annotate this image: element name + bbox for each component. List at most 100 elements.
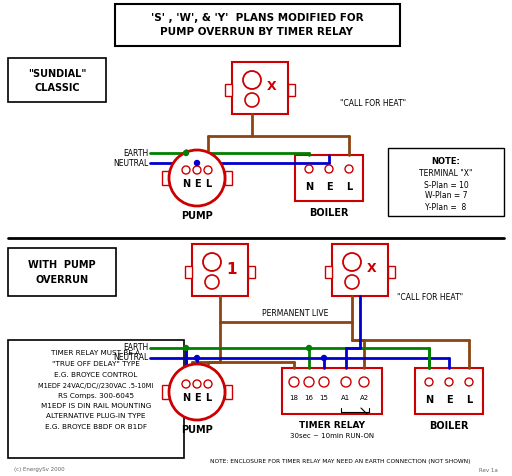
Circle shape <box>193 380 201 388</box>
Text: "CALL FOR HEAT": "CALL FOR HEAT" <box>340 99 406 109</box>
Circle shape <box>322 356 327 360</box>
Text: E: E <box>194 393 200 403</box>
Text: A2: A2 <box>359 395 369 401</box>
Text: E: E <box>194 179 200 189</box>
Text: L: L <box>205 179 211 189</box>
Circle shape <box>425 378 433 386</box>
Circle shape <box>445 378 453 386</box>
Text: "SUNDIAL": "SUNDIAL" <box>28 69 86 79</box>
Circle shape <box>343 253 361 271</box>
Circle shape <box>359 377 369 387</box>
Text: E: E <box>326 182 332 192</box>
Text: NEUTRAL: NEUTRAL <box>113 159 148 168</box>
Text: L: L <box>346 182 352 192</box>
Text: PUMP: PUMP <box>181 211 213 221</box>
Text: N: N <box>182 393 190 403</box>
Circle shape <box>169 364 225 420</box>
Circle shape <box>182 166 190 174</box>
Text: Rev 1a: Rev 1a <box>479 467 498 473</box>
Bar <box>388 266 395 278</box>
Text: 18: 18 <box>289 395 298 401</box>
Circle shape <box>243 71 261 89</box>
Text: E.G. BROYCE B8DF OR B1DF: E.G. BROYCE B8DF OR B1DF <box>45 424 147 430</box>
Circle shape <box>345 165 353 173</box>
Text: OVERRUN: OVERRUN <box>35 275 89 285</box>
Bar <box>8 340 184 458</box>
Text: M1EDF IS DIN RAIL MOUNTING: M1EDF IS DIN RAIL MOUNTING <box>41 403 151 409</box>
Text: L: L <box>466 395 472 405</box>
Circle shape <box>319 377 329 387</box>
Circle shape <box>245 93 259 107</box>
Text: TIMER RELAY: TIMER RELAY <box>299 422 365 430</box>
Circle shape <box>195 356 200 360</box>
Text: N: N <box>182 179 190 189</box>
Text: 1: 1 <box>227 262 237 278</box>
Text: E.G. BROYCE CONTROL: E.G. BROYCE CONTROL <box>54 372 138 378</box>
Bar <box>388 148 504 216</box>
Circle shape <box>205 275 219 289</box>
Circle shape <box>204 380 212 388</box>
Text: 30sec ~ 10min RUN-ON: 30sec ~ 10min RUN-ON <box>290 433 374 439</box>
Bar <box>192 244 248 296</box>
Text: L: L <box>205 393 211 403</box>
Text: EARTH: EARTH <box>123 149 148 158</box>
Circle shape <box>169 150 225 206</box>
Bar <box>162 385 169 399</box>
Text: 16: 16 <box>305 395 313 401</box>
Text: N: N <box>425 395 433 405</box>
Text: RS Comps. 300-6045: RS Comps. 300-6045 <box>58 393 134 399</box>
Bar <box>185 266 192 278</box>
Circle shape <box>325 165 333 173</box>
Text: PUMP: PUMP <box>181 425 213 435</box>
Circle shape <box>307 346 311 350</box>
Text: 15: 15 <box>319 395 328 401</box>
Bar <box>8 58 106 102</box>
Text: NOTE:: NOTE: <box>432 158 460 167</box>
Text: Y-Plan =  8: Y-Plan = 8 <box>425 202 466 211</box>
Circle shape <box>345 275 359 289</box>
Text: W-Plan = 7: W-Plan = 7 <box>425 191 467 200</box>
Text: X: X <box>367 261 377 275</box>
Circle shape <box>304 377 314 387</box>
Bar <box>288 84 295 96</box>
Text: PERMANENT LIVE: PERMANENT LIVE <box>262 309 328 318</box>
Bar <box>225 385 232 399</box>
Text: EARTH: EARTH <box>123 344 148 353</box>
Circle shape <box>341 377 351 387</box>
Text: N: N <box>305 182 313 192</box>
Bar <box>295 155 363 201</box>
Bar <box>8 248 116 296</box>
Text: BOILER: BOILER <box>429 421 469 431</box>
Bar <box>225 171 232 185</box>
Text: CLASSIC: CLASSIC <box>34 83 80 93</box>
Text: "CALL FOR HEAT": "CALL FOR HEAT" <box>397 294 463 303</box>
Bar <box>232 62 288 114</box>
Bar <box>162 171 169 185</box>
Circle shape <box>183 346 188 350</box>
Bar <box>332 244 388 296</box>
Text: A1: A1 <box>342 395 351 401</box>
Circle shape <box>183 150 188 156</box>
Circle shape <box>465 378 473 386</box>
Circle shape <box>195 160 200 166</box>
Circle shape <box>182 380 190 388</box>
Bar <box>248 266 255 278</box>
Text: "TRUE OFF DELAY" TYPE: "TRUE OFF DELAY" TYPE <box>52 361 140 367</box>
Bar <box>115 4 400 46</box>
Text: S-Plan = 10: S-Plan = 10 <box>423 180 468 189</box>
Text: PUMP OVERRUN BY TIMER RELAY: PUMP OVERRUN BY TIMER RELAY <box>160 27 353 37</box>
Text: NEUTRAL: NEUTRAL <box>113 354 148 363</box>
Bar <box>325 266 332 278</box>
Text: WITH  PUMP: WITH PUMP <box>28 260 96 270</box>
Circle shape <box>305 165 313 173</box>
Text: NOTE: ENCLOSURE FOR TIMER RELAY MAY NEED AN EARTH CONNECTION (NOT SHOWN): NOTE: ENCLOSURE FOR TIMER RELAY MAY NEED… <box>210 459 470 465</box>
Circle shape <box>204 166 212 174</box>
Bar <box>282 368 382 414</box>
Text: E: E <box>445 395 452 405</box>
Bar <box>225 84 232 96</box>
Bar <box>415 368 483 414</box>
Text: (c) EnergySv 2000: (c) EnergySv 2000 <box>14 467 65 473</box>
Circle shape <box>289 377 299 387</box>
Text: M1EDF 24VAC/DC//230VAC .5-10MI: M1EDF 24VAC/DC//230VAC .5-10MI <box>38 383 154 389</box>
Circle shape <box>203 253 221 271</box>
